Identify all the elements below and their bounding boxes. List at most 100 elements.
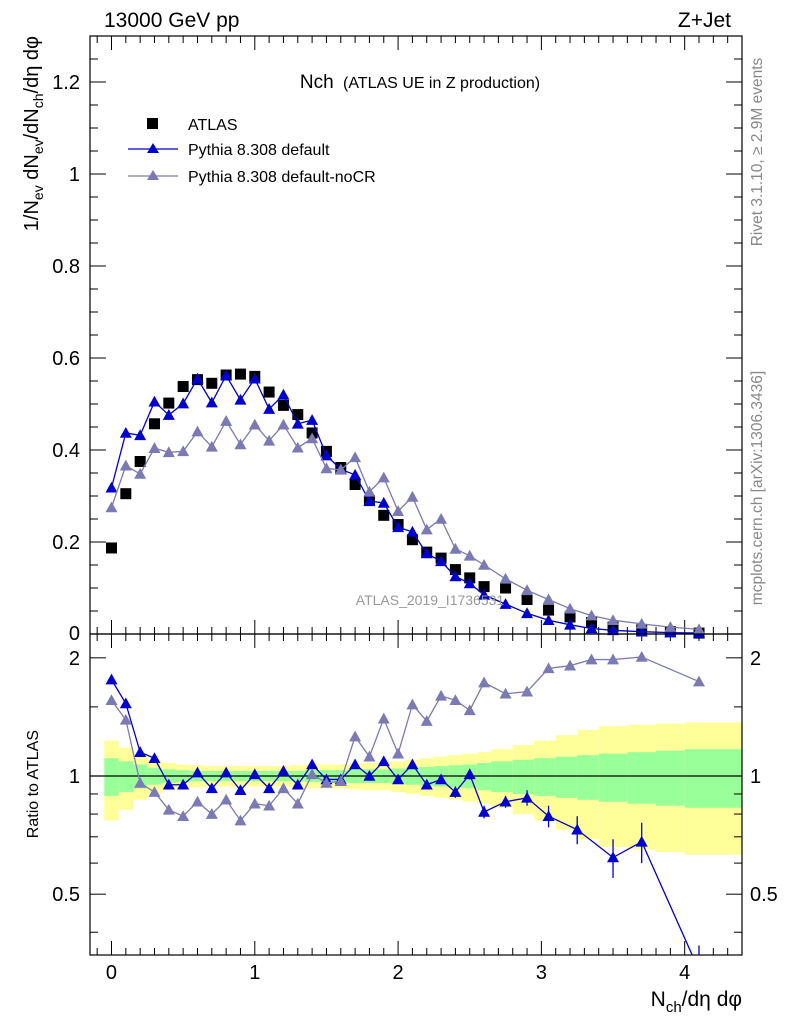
xlabel-post: /dη dφ (682, 988, 742, 1011)
x-tick-label: 4 (679, 962, 690, 984)
ratio-point-1 (349, 730, 362, 742)
series-point-1 (463, 577, 476, 589)
band-green (104, 758, 119, 796)
ratio-point-0 (349, 758, 362, 770)
y-tick-label: 0.6 (52, 348, 80, 370)
ylabel-post: /dη dφ (21, 36, 43, 93)
ratio-point-1 (320, 776, 333, 788)
series-point-1 (420, 547, 433, 559)
ratio-point-1 (119, 713, 132, 725)
atlas-point (378, 509, 390, 521)
ratio-point-0 (177, 778, 190, 790)
atlas-point (148, 418, 160, 430)
ratio-point-1 (377, 712, 390, 724)
atlas-point (349, 479, 361, 490)
ratio-point-1 (291, 797, 304, 809)
plot-title-main: Nch (300, 72, 334, 93)
y-tick-label: 1.2 (52, 72, 80, 94)
ratio-ylabel: Ratio to ATLAS (25, 730, 42, 838)
ratio-point-1 (334, 775, 347, 787)
ratio-point-0 (542, 810, 555, 821)
ratio-point-0 (234, 784, 247, 796)
series-point-2 (664, 621, 677, 632)
series-point-1 (177, 397, 190, 409)
series-point-2 (205, 440, 218, 452)
ratio-point-0 (499, 795, 512, 807)
series-point-1 (248, 372, 261, 384)
ratio-point-1 (148, 786, 161, 797)
series-point-1 (277, 388, 290, 400)
y-tick-label: 0.2 (52, 532, 80, 554)
ratio-point-0 (363, 770, 376, 781)
atlas-point (277, 399, 289, 411)
series-point-2 (542, 593, 555, 605)
series-point-2 (334, 463, 347, 475)
legend-label-atlas: ATLAS (188, 117, 238, 134)
series-point-1 (435, 555, 448, 567)
ratio-point-0 (148, 752, 161, 764)
series-point-2 (248, 418, 261, 430)
ratio-point-1 (585, 653, 598, 665)
ratio-point-0 (277, 764, 290, 776)
ylabel-sub3: ch (30, 93, 46, 108)
ratio-point-0 (392, 773, 405, 785)
ratio-point-1 (392, 747, 405, 759)
band-green (534, 758, 556, 796)
band-green (656, 750, 685, 806)
series-point-1 (205, 396, 218, 408)
ratio-point-0 (191, 766, 204, 778)
ratio-point-1 (177, 810, 190, 821)
series-point-2 (277, 418, 290, 430)
series-point-2 (478, 559, 491, 570)
series-point-1 (392, 521, 405, 533)
atlas-point (263, 386, 275, 398)
series-point-1 (607, 624, 620, 636)
ratio-point-1 (521, 685, 534, 697)
upper-ylabel: 1/Nev dNev/dNch/dη dφ (21, 36, 46, 231)
x-tick-label: 3 (536, 962, 547, 984)
series-point-2 (162, 446, 175, 458)
ratio-point-0 (205, 782, 218, 794)
atlas-point (163, 397, 175, 409)
series-point-2 (148, 442, 161, 453)
series-point-2 (177, 445, 190, 457)
series-point-1 (162, 409, 175, 420)
band-green (577, 755, 599, 800)
series-point-2 (499, 572, 512, 584)
ratio-point-0 (607, 851, 620, 863)
series-point-1 (406, 525, 419, 537)
atlas-point (543, 604, 555, 616)
band-green (684, 749, 742, 808)
x-tick-label: 0 (106, 962, 117, 984)
series-point-1 (191, 372, 204, 384)
series-point-2 (635, 617, 648, 629)
band-green (627, 752, 657, 804)
ratio-y-tick-label-left: 2 (69, 648, 80, 670)
series-point-2 (105, 501, 118, 513)
rivet-info: Rivet 3.1.10, ≥ 2.9M events (749, 57, 766, 246)
ratio-point-1 (306, 768, 319, 780)
series-point-2 (349, 451, 362, 463)
band-green (555, 756, 578, 798)
x-tick-label: 2 (393, 962, 404, 984)
xlabel-pre: N (651, 988, 666, 1011)
series-point-2 (463, 549, 476, 561)
series-point-1 (664, 626, 677, 638)
ratio-point-1 (693, 675, 706, 687)
series-point-2 (420, 523, 433, 535)
legend-marker-atlas (147, 118, 158, 129)
header-left: 13000 GeV pp (104, 9, 239, 32)
legend: ATLAS Pythia 8.308 default Pythia 8.308 … (128, 117, 376, 186)
ratio-y-tick-label-left: 0.5 (52, 884, 80, 906)
header-right: Z+Jet (678, 9, 731, 32)
series-point-2 (377, 471, 390, 483)
ratio-y-tick-label-left: 1 (69, 766, 80, 788)
main-panel: 0.2 0.4 0.6 0.8 1 1.2 0 (52, 35, 743, 955)
series-point-2 (564, 602, 577, 614)
ratio-point-1 (134, 776, 147, 788)
series-point-1 (349, 468, 362, 480)
atlas-point (292, 409, 304, 421)
ratio-point-1 (205, 808, 218, 819)
ratio-point-0 (248, 768, 261, 780)
series-point-2 (363, 485, 376, 497)
